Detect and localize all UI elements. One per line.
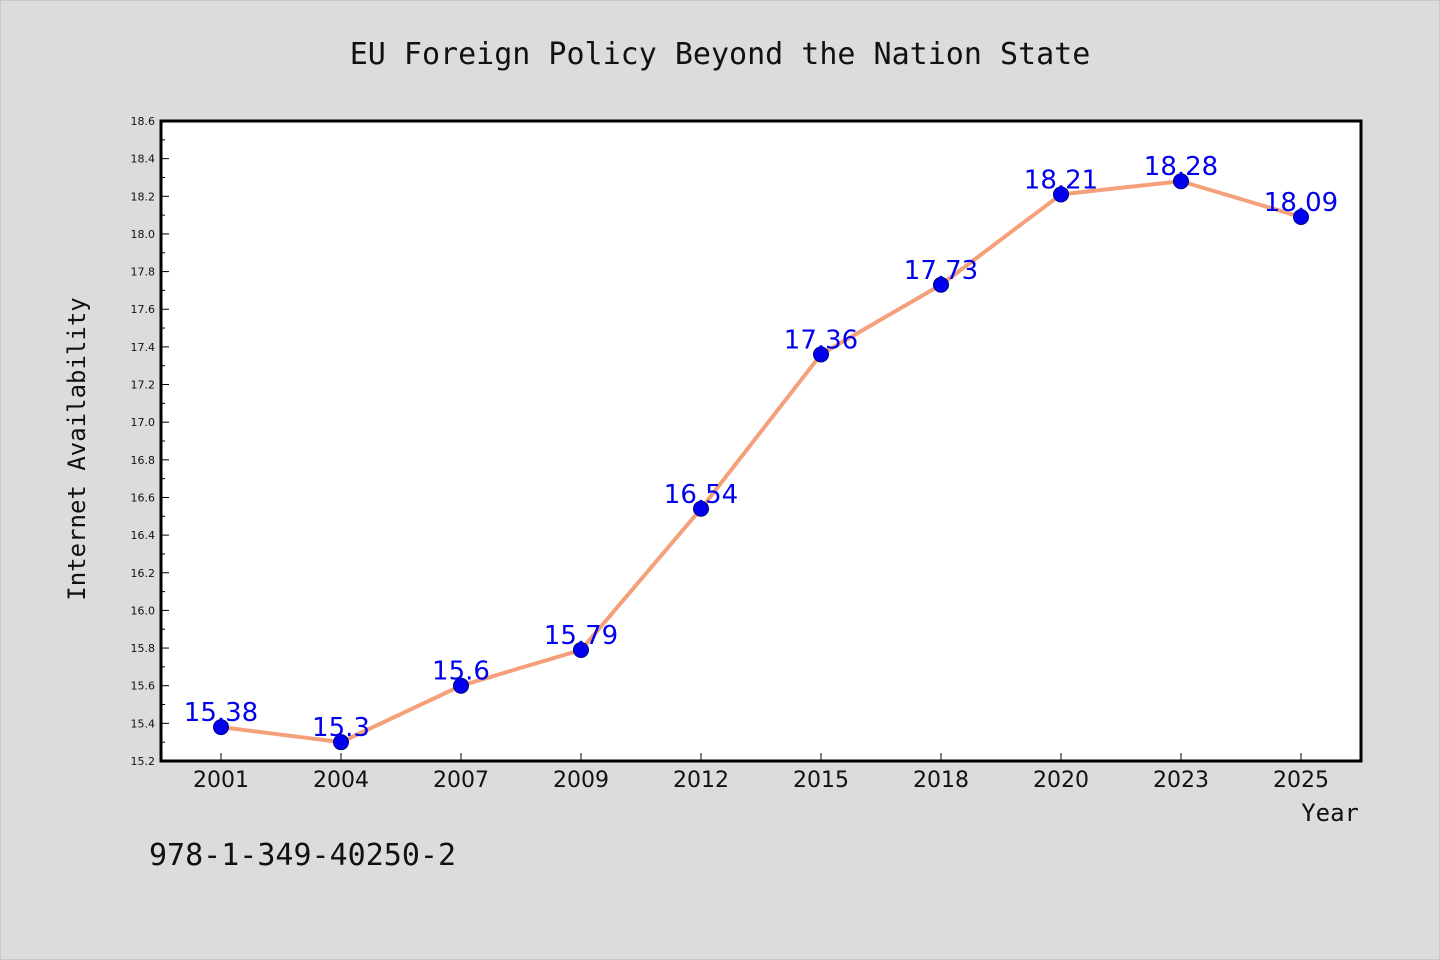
y-axis-label: Internet Availability [63, 297, 91, 600]
x-tick-label: 2001 [193, 768, 249, 793]
data-label: 18.09 [1264, 188, 1338, 218]
y-tick-label: 16.2 [131, 567, 156, 580]
data-point [453, 677, 469, 694]
data-point [1173, 173, 1189, 190]
x-tick-label: 2018 [913, 768, 969, 793]
data-point [813, 346, 829, 363]
y-axis: 15.2 15.4 15.6 15.8 16.0 16.2 16.4 16.6 16.8 17.0… [131, 115, 169, 768]
y-tick-label: 17.6 [131, 303, 156, 316]
x-tick-label: 2009 [553, 768, 609, 793]
y-tick-label: 17.2 [131, 379, 156, 392]
x-axis: 2001 2004 2007 2009 2012 2015 2018 2020 2023 2025 [193, 753, 1329, 793]
data-point [933, 276, 949, 293]
y-tick-label: 16.0 [131, 604, 156, 617]
x-tick-label: 2007 [433, 768, 489, 793]
data-label: 18.21 [1024, 165, 1098, 195]
x-tick-label: 2004 [313, 768, 369, 793]
chart-title: EU Foreign Policy Beyond the Nation Stat… [350, 37, 1091, 72]
data-label: 15.6 [432, 657, 490, 687]
data-point [213, 719, 229, 736]
data-label: 15.79 [544, 621, 618, 651]
y-tick-label: 18.4 [131, 153, 156, 166]
plot-area [159, 119, 1363, 763]
data-point [693, 500, 709, 517]
isbn-text: 978-1-349-40250-2 [149, 838, 456, 873]
data-label: 15.38 [184, 698, 258, 728]
data-label: 17.73 [904, 256, 978, 286]
data-point [1053, 186, 1069, 203]
y-tick-label: 16.8 [131, 454, 156, 467]
x-tick-label: 2023 [1153, 768, 1209, 793]
y-tick-label: 17.0 [131, 416, 156, 429]
x-axis-label: Year [1301, 799, 1359, 827]
x-tick-label: 2025 [1273, 768, 1329, 793]
x-tick-label: 2012 [673, 768, 729, 793]
data-label: 17.36 [784, 325, 858, 355]
y-tick-label: 18.2 [131, 190, 156, 203]
y-tick-label: 15.8 [131, 642, 156, 655]
data-label: 18.28 [1144, 152, 1218, 182]
data-point [573, 641, 589, 658]
y-tick-label: 17.4 [131, 341, 156, 354]
y-tick-label: 15.6 [131, 680, 156, 693]
y-tick-label: 18.0 [131, 228, 156, 241]
series-line [220, 179, 1302, 745]
y-tick-label: 18.6 [131, 115, 156, 128]
y-tick-label: 15.4 [131, 717, 156, 730]
data-point [1293, 209, 1309, 225]
data-point [333, 734, 349, 751]
y-tick-label: 17.8 [131, 266, 156, 279]
x-tick-label: 2015 [793, 768, 849, 793]
x-tick-label: 2020 [1033, 768, 1089, 793]
y-tick-label: 15.2 [131, 755, 156, 768]
y-tick-label: 16.4 [131, 529, 156, 542]
y-tick-label: 16.6 [131, 491, 156, 504]
series-layer: 15.38 15.3 15.6 15.79 16.54 17.36 17.73 18.21 18… [184, 152, 1338, 751]
data-label: 16.54 [664, 480, 738, 510]
data-label: 15.3 [312, 713, 370, 743]
